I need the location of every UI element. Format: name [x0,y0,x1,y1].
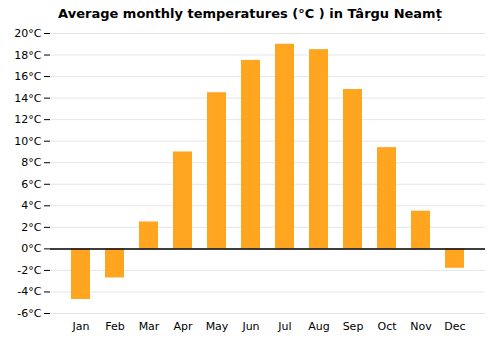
svg-text:Apr: Apr [173,320,193,333]
svg-text:0°C: 0°C [21,242,41,255]
svg-text:Dec: Dec [444,320,465,333]
svg-text:-2°C: -2°C [17,264,41,277]
svg-text:20°C: 20°C [14,27,41,40]
svg-text:14°C: 14°C [14,92,41,105]
svg-text:2°C: 2°C [21,221,41,234]
svg-text:16°C: 16°C [14,70,41,83]
svg-text:Feb: Feb [105,320,124,333]
svg-text:-6°C: -6°C [17,307,41,320]
svg-text:18°C: 18°C [14,49,41,62]
html-text:Average monthly temperatures (: Average monthly temperatures (°C ) in Tâ… [58,6,442,21]
svg-text:4°C: 4°C [21,199,41,212]
svg-text:Oct: Oct [377,320,397,333]
svg-text:10°C: 10°C [14,135,41,148]
svg-text:Jan: Jan [72,320,90,333]
svg-text:Mar: Mar [139,320,160,333]
svg-text:12°C: 12°C [14,113,41,126]
svg-text:Nov: Nov [410,320,432,333]
svg-text:May: May [206,320,229,333]
svg-text:6°C: 6°C [21,178,41,191]
svg-text:Jun: Jun [241,320,259,333]
svg-text:Aug: Aug [308,320,329,333]
svg-text:8°C: 8°C [21,156,41,169]
svg-text:Jul: Jul [277,320,291,333]
svg-text:Sep: Sep [343,320,364,333]
svg-text:-4°C: -4°C [17,285,41,298]
